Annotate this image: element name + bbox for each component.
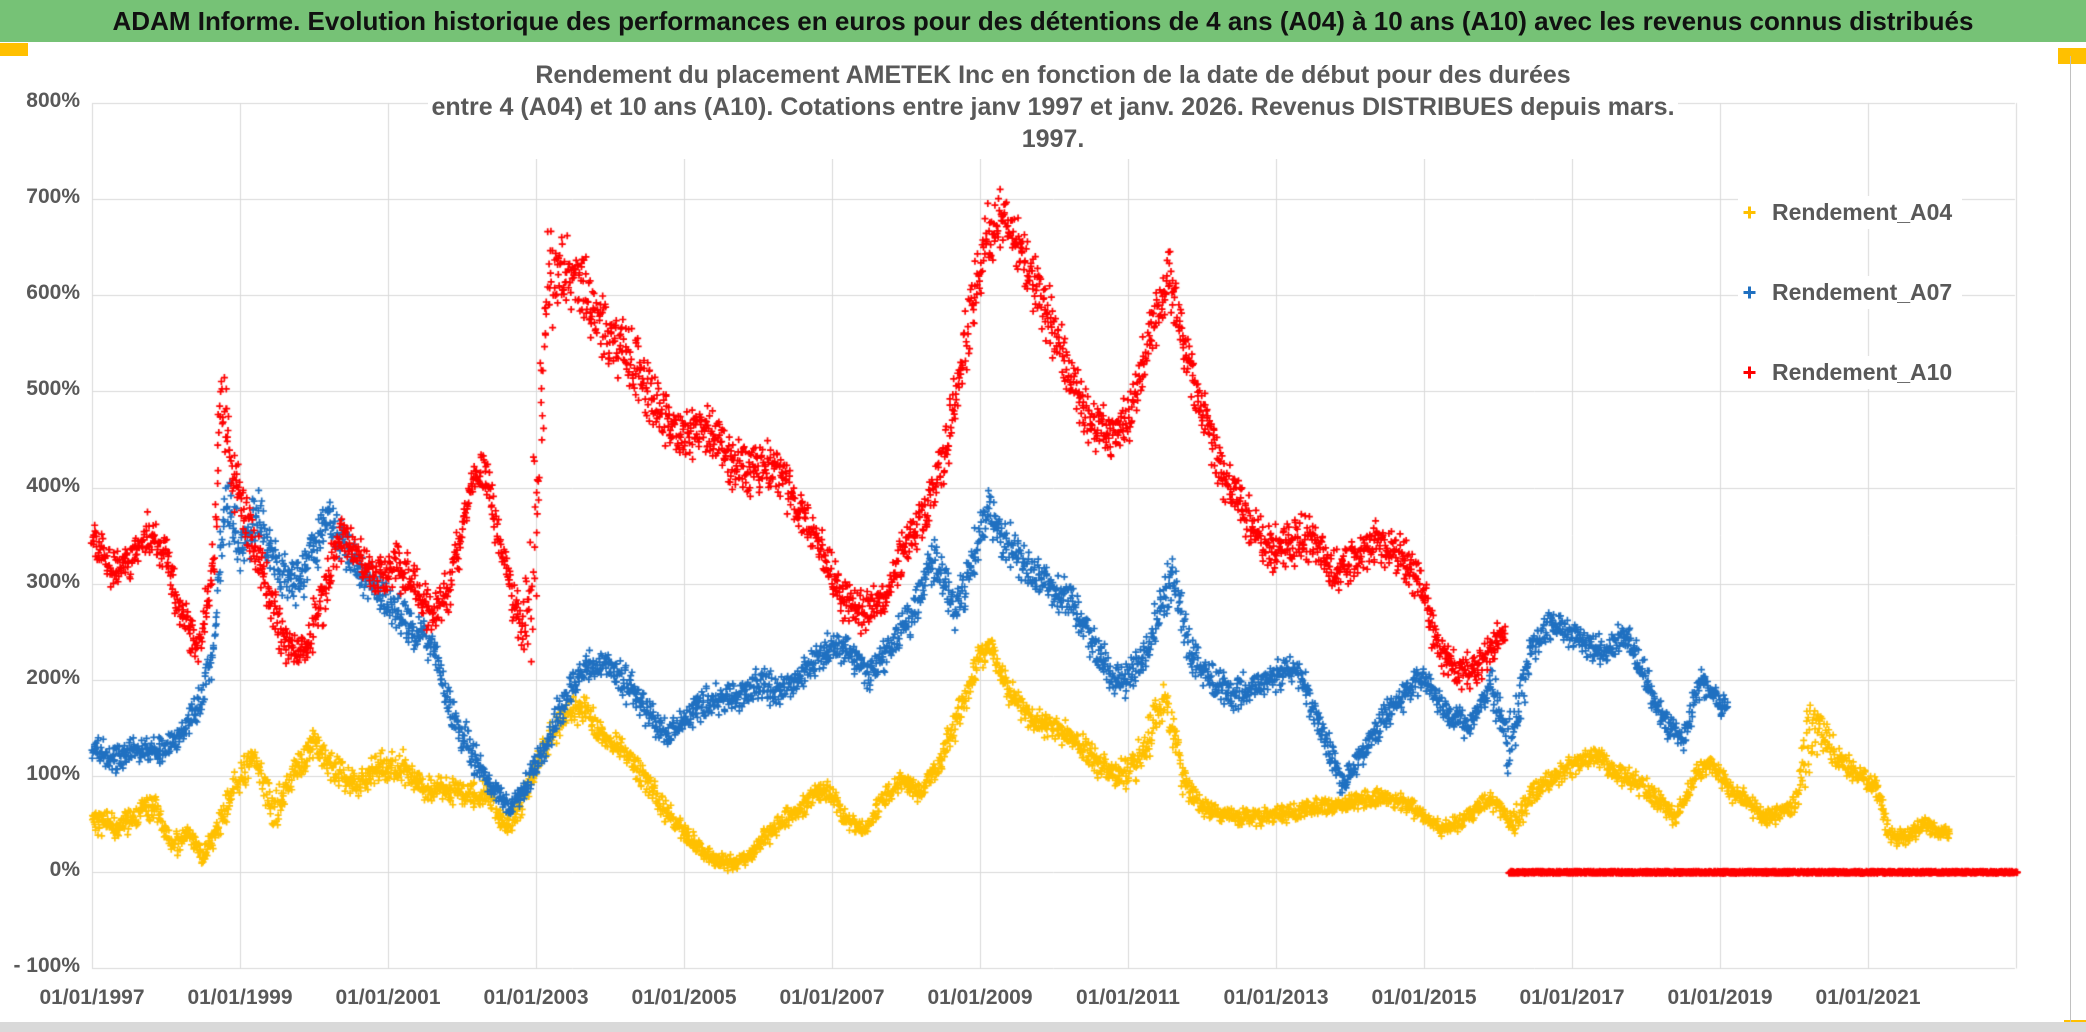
legend-plus-icon	[1743, 286, 1756, 299]
chart-title-line2: entre 4 (A04) et 10 ans (A10). Cotations…	[431, 93, 1675, 153]
legend-label: Rendement_A04	[1772, 199, 1953, 225]
x-tick-label: 01/01/2003	[483, 986, 589, 1009]
x-tick-label: 01/01/2007	[779, 986, 885, 1009]
corner-mark-top-left	[0, 43, 28, 56]
y-tick-label: 100%	[26, 762, 80, 786]
legend-item-rendement_a10: Rendement_A10	[1738, 356, 1963, 389]
x-tick-label: 01/01/2019	[1667, 986, 1773, 1009]
legend-label: Rendement_A07	[1772, 279, 1953, 305]
x-tick-label: 01/01/2005	[631, 986, 737, 1009]
chart-title: Rendement du placement AMETEK Inc en fon…	[428, 57, 1678, 159]
x-tick-label: 01/01/2017	[1519, 986, 1625, 1009]
y-tick-label: 700%	[26, 185, 80, 209]
x-tick-label: 01/01/2021	[1815, 986, 1921, 1009]
y-tick-label: 600%	[26, 281, 80, 305]
bottom-strip	[0, 1022, 2086, 1032]
y-tick-label: 200%	[26, 665, 80, 689]
x-tick-label: 01/01/1999	[187, 986, 293, 1009]
legend-item-rendement_a04: Rendement_A04	[1738, 196, 1963, 229]
x-tick-label: 01/01/2011	[1076, 986, 1180, 1009]
legend-label: Rendement_A10	[1772, 359, 1953, 385]
right-edge-line	[2070, 56, 2071, 1032]
app-header: ADAM Informe. Evolution historique des p…	[0, 0, 2086, 42]
corner-mark-top-right	[2058, 48, 2086, 64]
x-tick-label: 01/01/2015	[1371, 986, 1477, 1009]
y-tick-label: 500%	[26, 377, 80, 401]
legend-item-rendement_a07: Rendement_A07	[1738, 276, 1963, 309]
x-tick-label: 01/01/2013	[1223, 986, 1329, 1009]
y-tick-label: 400%	[26, 473, 80, 497]
y-tick-label: 0%	[49, 858, 80, 882]
legend-plus-icon	[1743, 366, 1756, 379]
chart-title-line1: Rendement du placement AMETEK Inc en fon…	[535, 61, 1571, 89]
y-tick-label: 800%	[26, 88, 80, 112]
x-tick-label: 01/01/2001	[335, 986, 441, 1009]
y-tick-label: 300%	[26, 569, 80, 593]
y-tick-label: - 100%	[13, 954, 80, 978]
x-tick-label: 01/01/1997	[39, 986, 145, 1009]
x-tick-label: 01/01/2009	[927, 986, 1033, 1009]
header-title: ADAM Informe. Evolution historique des p…	[112, 5, 1974, 36]
legend-plus-icon	[1743, 206, 1756, 219]
